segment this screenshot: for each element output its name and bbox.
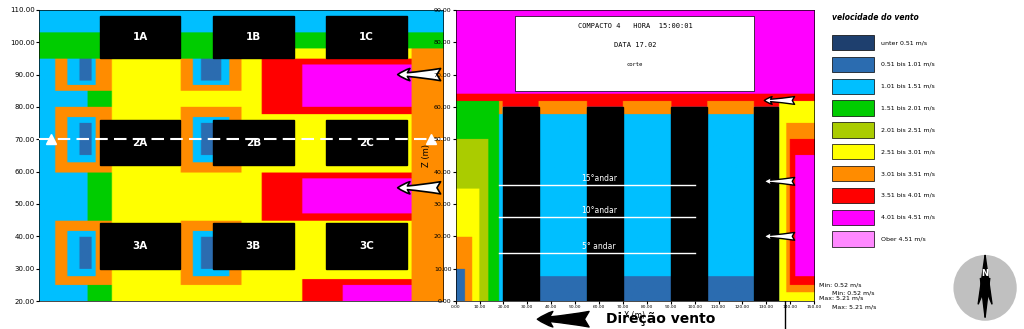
- Text: 1A: 1A: [132, 32, 147, 42]
- Text: 3.51 bis 4.01 m/s: 3.51 bis 4.01 m/s: [881, 193, 935, 198]
- Bar: [831, 35, 873, 50]
- Bar: [213, 16, 294, 59]
- Bar: [99, 120, 180, 165]
- Text: Direção vento: Direção vento: [606, 312, 716, 326]
- Text: 2.01 bis 2.51 m/s: 2.01 bis 2.51 m/s: [881, 127, 935, 132]
- Bar: [326, 223, 407, 269]
- Text: velocidade do vento: velocidade do vento: [831, 13, 919, 22]
- Text: 4.01 bis 4.51 m/s: 4.01 bis 4.51 m/s: [881, 215, 935, 220]
- Polygon shape: [985, 278, 990, 317]
- Text: 1.01 bis 1.51 m/s: 1.01 bis 1.51 m/s: [881, 84, 935, 89]
- Text: 5° andar: 5° andar: [583, 241, 615, 251]
- Text: DATA 17.02: DATA 17.02: [613, 42, 656, 48]
- Bar: [831, 100, 873, 116]
- Bar: [831, 166, 873, 181]
- Text: Ober 4.51 m/s: Ober 4.51 m/s: [881, 237, 926, 241]
- Bar: [831, 57, 873, 72]
- Text: 3.01 bis 3.51 m/s: 3.01 bis 3.51 m/s: [881, 171, 935, 176]
- Text: N: N: [982, 268, 988, 278]
- Bar: [326, 120, 407, 165]
- Y-axis label: Z (m): Z (m): [422, 144, 431, 167]
- Text: corte: corte: [627, 62, 643, 67]
- Bar: [587, 107, 623, 301]
- Text: 10°andar: 10°andar: [581, 206, 617, 215]
- Text: 1.51 bis 2.01 m/s: 1.51 bis 2.01 m/s: [881, 106, 935, 111]
- Text: 1C: 1C: [359, 32, 374, 42]
- Text: 3B: 3B: [246, 241, 261, 251]
- Bar: [831, 79, 873, 94]
- Bar: [326, 16, 407, 59]
- Bar: [831, 231, 873, 247]
- Bar: [831, 122, 873, 138]
- Text: 3A: 3A: [132, 241, 147, 251]
- Bar: [99, 223, 180, 269]
- Text: 3C: 3C: [359, 241, 374, 251]
- Text: 2.51 bis 3.01 m/s: 2.51 bis 3.01 m/s: [881, 149, 935, 154]
- Text: Min: 0.52 m/s: Min: 0.52 m/s: [831, 290, 874, 295]
- Bar: [99, 16, 180, 59]
- Text: 1B: 1B: [246, 32, 261, 42]
- Text: unter 0.51 m/s: unter 0.51 m/s: [881, 40, 928, 45]
- Text: X (m): X (m): [625, 311, 645, 320]
- Bar: [831, 144, 873, 159]
- Text: Max: 5.21 m/s: Max: 5.21 m/s: [831, 305, 877, 310]
- Text: 2A: 2A: [132, 138, 147, 147]
- Text: 0.51 bis 1.01 m/s: 0.51 bis 1.01 m/s: [881, 62, 935, 67]
- Polygon shape: [980, 278, 985, 317]
- Bar: [831, 188, 873, 203]
- Text: 15°andar: 15°andar: [581, 174, 617, 183]
- Circle shape: [953, 255, 1017, 321]
- Polygon shape: [985, 255, 992, 304]
- Bar: [831, 210, 873, 225]
- Bar: [504, 107, 540, 301]
- Text: Min: 0.52 m/s: Min: 0.52 m/s: [819, 282, 861, 287]
- Text: COMPACTO 4   HORA  15:00:01: COMPACTO 4 HORA 15:00:01: [578, 23, 692, 29]
- Bar: [515, 16, 755, 91]
- Bar: [755, 107, 778, 301]
- Text: Max: 5.21 m/s: Max: 5.21 m/s: [819, 295, 863, 300]
- Bar: [213, 120, 294, 165]
- Bar: [671, 107, 707, 301]
- Bar: [213, 223, 294, 269]
- Text: 2C: 2C: [359, 138, 374, 147]
- Text: 2B: 2B: [246, 138, 261, 147]
- Polygon shape: [978, 255, 985, 304]
